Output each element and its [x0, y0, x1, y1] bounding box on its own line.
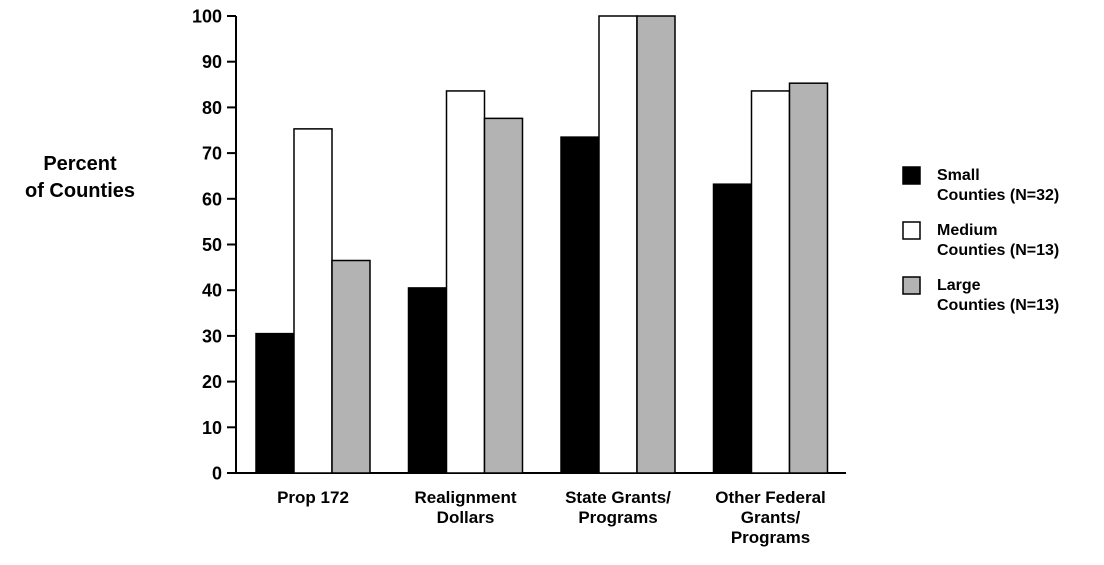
legend-label: Counties (N=13) — [937, 297, 1059, 314]
legend-swatch-large — [902, 276, 921, 295]
bar-medium-other-federal-grants-programs — [750, 90, 791, 474]
x-tick-label: Dollars — [437, 508, 495, 527]
bar-small-prop-172 — [255, 332, 295, 474]
bar-small-realignment-dollars — [407, 287, 448, 474]
legend-label: Counties (N=13) — [937, 242, 1059, 259]
legend-swatch-medium — [902, 221, 921, 240]
x-tick-label: Grants/ — [741, 508, 801, 527]
y-tick-label: 90 — [202, 52, 222, 72]
y-tick-label: 0 — [212, 464, 222, 484]
legend-label: Counties (N=32) — [937, 187, 1059, 204]
y-axis-title: Percent of Counties — [25, 153, 135, 202]
y-tick-label: 70 — [202, 144, 222, 164]
bar-medium-prop-172 — [293, 128, 333, 474]
bar-large-realignment-dollars — [483, 117, 524, 474]
bar-medium-realignment-dollars — [445, 90, 486, 474]
x-tick-label: Prop 172 — [277, 488, 349, 507]
x-tick-label: Realignment — [414, 488, 516, 507]
legend-label: Small — [937, 167, 980, 184]
y-axis-title-line: of Counties — [25, 180, 135, 202]
y-axis: 0 10 20 30 40 50 60 70 80 90 100 — [192, 7, 237, 484]
y-axis-title-line: Percent — [43, 153, 117, 175]
legend-label: Large — [937, 277, 981, 294]
x-tick-label: Other Federal — [715, 488, 826, 507]
bars — [255, 15, 829, 474]
bar-large-state-grants-programs — [636, 15, 676, 474]
legend-swatch-small — [902, 166, 921, 185]
y-tick-label: 30 — [202, 326, 222, 346]
legend-label: Medium — [937, 222, 997, 239]
bar-large-prop-172 — [331, 259, 371, 474]
y-tick-label: 10 — [202, 418, 222, 438]
x-tick-label: State Grants/ — [565, 488, 671, 507]
bar-medium-state-grants-programs — [598, 15, 638, 474]
bar-small-state-grants-programs — [560, 136, 600, 474]
y-tick-label: 60 — [202, 189, 222, 209]
bar-small-other-federal-grants-programs — [712, 183, 753, 474]
y-tick-label: 100 — [192, 7, 222, 27]
y-tick-label: 80 — [202, 98, 222, 118]
y-tick-label: 40 — [202, 281, 222, 301]
y-tick-label: 50 — [202, 235, 222, 255]
bar-large-other-federal-grants-programs — [788, 82, 829, 474]
x-tick-label: Programs — [731, 528, 810, 547]
y-tick-label: 20 — [202, 372, 222, 392]
x-tick-label: Programs — [578, 508, 657, 527]
legend: Small Counties (N=32) Medium Counties (N=13… — [902, 166, 1059, 314]
